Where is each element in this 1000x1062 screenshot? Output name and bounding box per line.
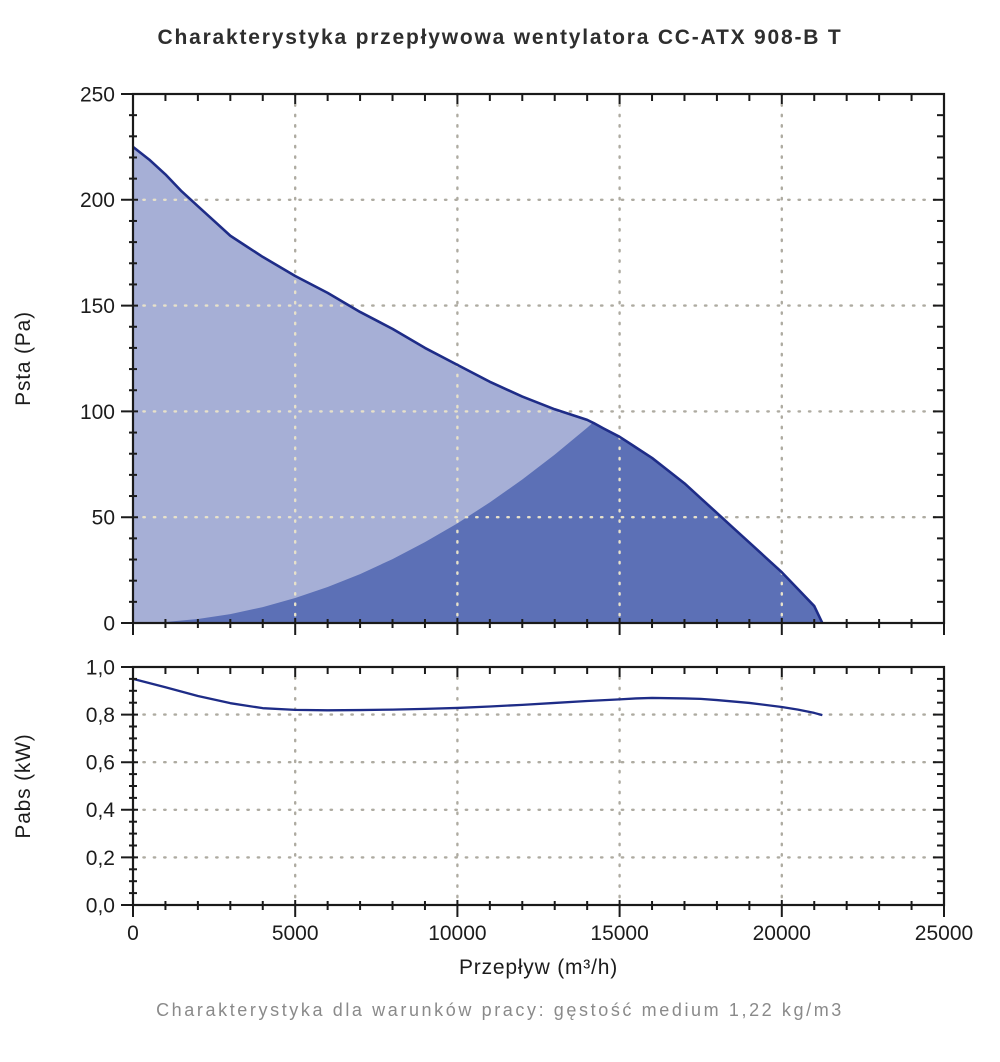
y-tick-label: 1,0	[86, 656, 115, 679]
psta-axis-title: Psta (Pa)	[12, 311, 35, 406]
y-tick-label: 0,4	[86, 799, 116, 822]
y-tick-label: 0	[103, 612, 115, 635]
y-tick-label: 50	[92, 507, 115, 530]
x-tick-label: 5000	[272, 922, 319, 945]
plot-frame-pabs	[131, 665, 946, 907]
axes-pabs: 0,0 0,2 0,4 0,6 0,8 1,0	[86, 656, 946, 917]
psta-chart: 0 50 100 150 200 250 Psta (Pa)	[12, 83, 946, 635]
operating-conditions-note: Charakterystyka dla warunków pracy: gęst…	[156, 1000, 844, 1020]
y-tick-label: 0,8	[86, 704, 115, 727]
y-tick-label: 250	[80, 83, 115, 106]
y-tick-label: 0,0	[86, 894, 115, 917]
y-tick-label: 0,6	[86, 752, 115, 775]
y-tick-label: 100	[80, 401, 115, 424]
x-tick-label: 25000	[915, 922, 973, 945]
y-tick-label: 0,2	[86, 847, 115, 870]
y-tick-label: 150	[80, 295, 115, 318]
x-axis-labels: 0 5000 10000 15000 20000 25000 Przepływ (m³/h)	[127, 922, 973, 979]
pabs-chart: 0,0 0,2 0,4 0,6 0,8 1,0 Pabs (kW)	[12, 656, 946, 917]
fan-curve	[132, 145, 824, 624]
working-area-fill	[133, 421, 823, 623]
y-tick-labels-pabs: 0,0 0,2 0,4 0,6 0,8 1,0	[86, 656, 116, 917]
page-title: Charakterystyka przepływowa wentylatora …	[157, 26, 843, 49]
x-tick-label: 0	[127, 922, 139, 945]
gridlines-pabs	[131, 665, 946, 907]
axes-psta: 0 50 100 150 200 250	[80, 83, 946, 635]
y-tick-label: 200	[80, 189, 115, 212]
pabs-axis-title: Pabs (kW)	[12, 733, 35, 838]
plot-frame-psta	[131, 92, 946, 625]
y-tick-labels-psta: 0 50 100 150 200 250	[80, 83, 115, 635]
x-axis-title: Przepływ (m³/h)	[459, 956, 618, 979]
x-tick-label: 15000	[590, 922, 648, 945]
x-tick-label: 10000	[428, 922, 486, 945]
x-tick-label: 20000	[753, 922, 811, 945]
power-curve	[132, 677, 823, 717]
